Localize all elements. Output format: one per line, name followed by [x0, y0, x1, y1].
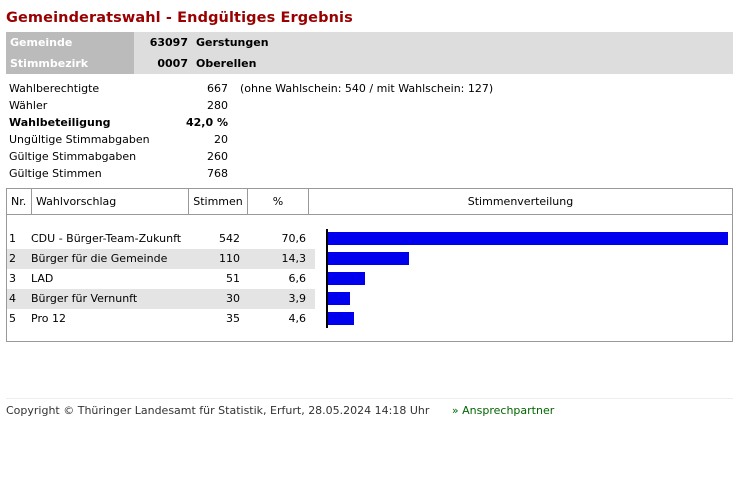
- gemeinde-label: Gemeinde: [6, 32, 134, 53]
- bar-4: [328, 292, 350, 305]
- column-header-wahlvorschlag: Wahlvorschlag: [32, 189, 189, 215]
- bar-2: [328, 252, 409, 265]
- statistics-list: Wahlberechtigte 667 (ohne Wahlschein: 54…: [9, 82, 609, 184]
- gemeinde-number: 63097: [149, 36, 188, 49]
- row-wahlvorschlag: Bürger für Vernunft: [31, 292, 138, 305]
- stat-ungueltige-stimmabgaben: Ungültige Stimmabgaben 20: [9, 133, 609, 150]
- row-nr: 3: [9, 272, 16, 285]
- chart-axis: [326, 229, 328, 328]
- bar-5: [328, 312, 354, 325]
- column-header-stimmen: Stimmen: [189, 189, 248, 215]
- stat-label: Wahlbeteiligung: [9, 116, 111, 129]
- gemeinde-name: Gerstungen: [196, 36, 269, 49]
- row-wahlvorschlag: Pro 12: [31, 312, 66, 325]
- copyright-text: Copyright © Thüringer Landesamt für Stat…: [6, 404, 430, 417]
- row-stimmen: 30: [226, 292, 240, 305]
- row-nr: 2: [9, 252, 16, 265]
- row-percent: 6,6: [288, 272, 307, 285]
- column-header-nr: Nr.: [7, 189, 32, 215]
- stimmbezirk-number: 0007: [157, 57, 188, 70]
- stimmenverteilung-chart: [326, 229, 730, 329]
- stat-gueltige-stimmabgaben: Gültige Stimmabgaben 260: [9, 150, 609, 167]
- page-title: Gemeinderatswahl - Endgültiges Ergebnis: [6, 10, 353, 26]
- table-row: 3 LAD 51 6,6: [7, 269, 315, 289]
- row-nr: 5: [9, 312, 16, 325]
- bar-1: [328, 232, 728, 245]
- stat-value: 42,0 %: [186, 116, 228, 129]
- row-percent: 3,9: [288, 292, 307, 305]
- stat-label: Wahlberechtigte: [9, 82, 100, 95]
- stat-label: Gültige Stimmabgaben: [9, 150, 137, 163]
- row-percent: 70,6: [281, 232, 307, 245]
- row-wahlvorschlag: CDU - Bürger-Team-Zukunft: [31, 232, 182, 245]
- stat-label: Wähler: [9, 99, 48, 112]
- stat-wahlbeteiligung: Wahlbeteiligung 42,0 %: [9, 116, 609, 133]
- stimmbezirk-label: Stimmbezirk: [6, 53, 134, 74]
- stimmbezirk-value: 0007 Oberellen: [134, 53, 733, 74]
- location-header: Gemeinde 63097 Gerstungen Stimmbezirk 00…: [6, 32, 733, 74]
- stat-label: Ungültige Stimmabgaben: [9, 133, 150, 146]
- footer: Copyright © Thüringer Landesamt für Stat…: [6, 404, 554, 417]
- stat-value: 667: [207, 82, 228, 95]
- stimmbezirk-name: Oberellen: [196, 57, 257, 70]
- table-row: 5 Pro 12 35 4,6: [7, 309, 315, 329]
- row-stimmen: 110: [219, 252, 240, 265]
- stat-value: 260: [207, 150, 228, 163]
- table-row: 2 Bürger für die Gemeinde 110 14,3: [7, 249, 315, 269]
- row-percent: 4,6: [288, 312, 307, 325]
- results-table: Nr. Wahlvorschlag Stimmen % Stimmenverte…: [6, 188, 733, 342]
- row-stimmen: 51: [226, 272, 240, 285]
- row-stimmen: 542: [219, 232, 240, 245]
- row-nr: 4: [9, 292, 16, 305]
- footer-divider: [6, 398, 733, 399]
- gemeinde-value: 63097 Gerstungen: [134, 32, 733, 53]
- table-row: 1 CDU - Bürger-Team-Zukunft 542 70,6: [7, 229, 315, 249]
- stat-value: 20: [214, 133, 228, 146]
- stat-gueltige-stimmen: Gültige Stimmen 768: [9, 167, 609, 184]
- stat-value: 280: [207, 99, 228, 112]
- row-nr: 1: [9, 232, 16, 245]
- stat-label: Gültige Stimmen: [9, 167, 102, 180]
- ansprechpartner-link[interactable]: » Ansprechpartner: [451, 404, 555, 417]
- row-wahlvorschlag: Bürger für die Gemeinde: [31, 252, 168, 265]
- bar-3: [328, 272, 365, 285]
- stat-note: (ohne Wahlschein: 540 / mit Wahlschein: …: [240, 82, 494, 95]
- stat-wahlberechtigte: Wahlberechtigte 667 (ohne Wahlschein: 54…: [9, 82, 609, 99]
- row-stimmen: 35: [226, 312, 240, 325]
- table-row: 4 Bürger für Vernunft 30 3,9: [7, 289, 315, 309]
- column-header-percent: %: [248, 189, 309, 215]
- column-header-stimmenverteilung: Stimmenverteilung: [309, 189, 732, 215]
- row-percent: 14,3: [281, 252, 307, 265]
- stat-waehler: Wähler 280: [9, 99, 609, 116]
- row-wahlvorschlag: LAD: [31, 272, 54, 285]
- stat-value: 768: [207, 167, 228, 180]
